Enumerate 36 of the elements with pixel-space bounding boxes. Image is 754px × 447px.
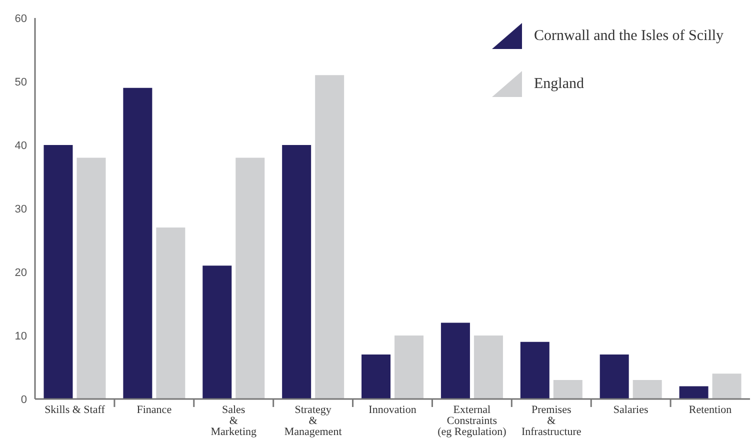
y-tick-label: 0 bbox=[20, 394, 27, 406]
legend-label: Cornwall and the Isles of Scilly bbox=[534, 28, 724, 44]
x-tick-label: Retention bbox=[688, 404, 732, 416]
y-tick-label: 40 bbox=[14, 140, 27, 152]
x-tick-label: Premises & Infrastructure bbox=[521, 404, 582, 438]
bar bbox=[44, 145, 73, 399]
x-tick-label: Sales & Marketing bbox=[210, 404, 258, 438]
x-tick-label: Skills & Staff bbox=[44, 404, 106, 416]
legend-label: England bbox=[534, 76, 584, 92]
bar bbox=[394, 336, 424, 399]
bar bbox=[202, 266, 232, 399]
x-tick-label: Salaries bbox=[613, 404, 648, 416]
y-tick-label: 30 bbox=[14, 203, 27, 216]
bar bbox=[282, 145, 312, 399]
bar bbox=[600, 354, 629, 399]
y-tick-label: 60 bbox=[14, 12, 27, 25]
y-tick-label: 10 bbox=[14, 330, 27, 342]
bar bbox=[553, 380, 582, 399]
x-tick-label: External Constraints (eg Regulation) bbox=[438, 404, 507, 438]
y-tick-label: 50 bbox=[14, 76, 27, 88]
bar bbox=[362, 354, 391, 399]
bar bbox=[520, 342, 550, 399]
bar bbox=[76, 158, 106, 399]
bar bbox=[156, 228, 186, 399]
bar bbox=[236, 158, 265, 399]
bar bbox=[123, 88, 152, 399]
bar bbox=[679, 386, 708, 399]
y-tick-label: 20 bbox=[14, 266, 27, 279]
bar bbox=[474, 336, 503, 399]
bar bbox=[632, 380, 662, 399]
x-tick-label: Innovation bbox=[368, 404, 417, 416]
bar bbox=[712, 374, 742, 399]
bar bbox=[315, 75, 344, 399]
bar bbox=[440, 322, 470, 399]
x-tick-label: Finance bbox=[136, 404, 172, 416]
x-tick-label: Strategy & Management bbox=[284, 404, 342, 438]
